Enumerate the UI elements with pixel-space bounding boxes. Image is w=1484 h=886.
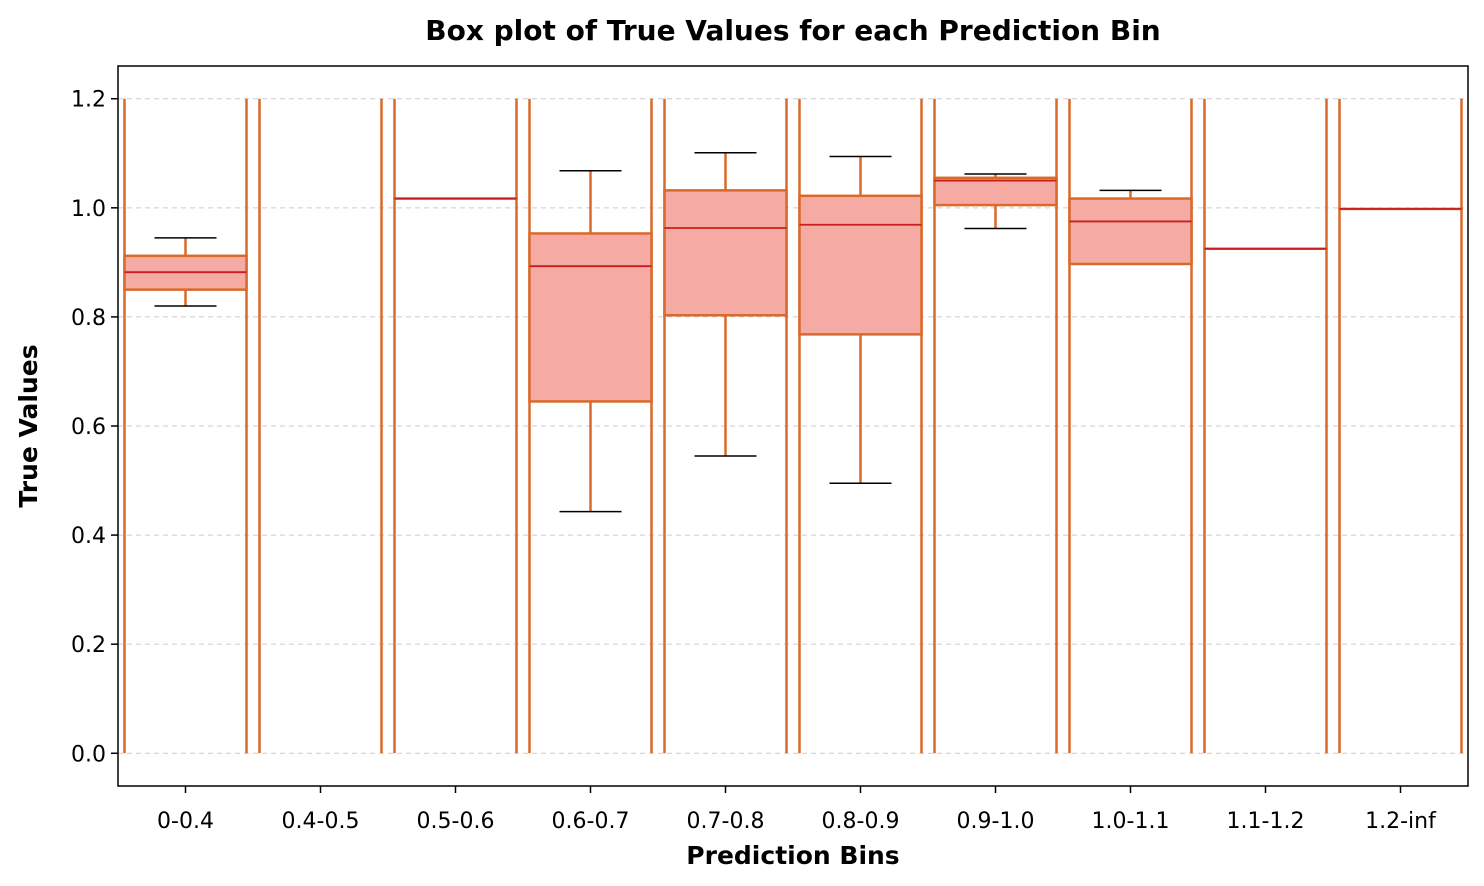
y-tick-label: 0.0 <box>71 742 106 767</box>
chart-title: Box plot of True Values for each Predict… <box>425 14 1161 47</box>
y-axis-title: True Values <box>14 344 43 507</box>
boxes-layer <box>123 151 1463 513</box>
box-iqr <box>933 176 1058 207</box>
x-tick-label: 0.4-0.5 <box>282 809 360 834</box>
box-iqr <box>798 194 923 336</box>
box-iqr <box>528 232 653 403</box>
box-1.0-1.1 <box>1068 189 1193 266</box>
box-0.6-0.7 <box>528 169 653 513</box>
y-tick-label: 0.4 <box>71 524 106 549</box>
y-tick-label: 0.8 <box>71 306 106 331</box>
y-tick-label: 1.0 <box>71 197 106 222</box>
x-tick-label: 1.2-inf <box>1365 809 1437 834</box>
box-0.8-0.9 <box>798 155 923 485</box>
box-iqr <box>663 189 788 317</box>
grid-layer <box>118 98 1468 754</box>
x-axis: 0-0.4 0.4-0.5 0.5-0.6 0.6-0.7 0.7-0.8 0.8-0.9… <box>157 786 1437 834</box>
box-0.7-0.8 <box>663 151 788 457</box>
x-tick-label: 0.8-0.9 <box>822 809 900 834</box>
y-axis: 0.0 0.2 0.4 0.6 0.8 1.0 1.2 <box>71 88 118 767</box>
x-tick-label: 0.5-0.6 <box>417 809 495 834</box>
y-tick-label: 1.2 <box>71 88 106 113</box>
bin-edge-lines <box>123 98 1463 754</box>
x-axis-title: Prediction Bins <box>686 841 899 870</box>
x-tick-label: 0.6-0.7 <box>552 809 630 834</box>
x-tick-label: 1.1-1.2 <box>1227 809 1305 834</box>
x-tick-label: 0-0.4 <box>157 809 214 834</box>
x-tick-label: 0.9-1.0 <box>957 809 1035 834</box>
box-0.9-1.0 <box>933 173 1058 230</box>
box-0-0.4 <box>123 237 248 307</box>
y-tick-label: 0.2 <box>71 633 106 658</box>
x-tick-label: 1.0-1.1 <box>1092 809 1170 834</box>
x-tick-label: 0.7-0.8 <box>687 809 765 834</box>
y-tick-label: 0.6 <box>71 415 106 440</box>
box-iqr <box>1068 197 1193 266</box>
